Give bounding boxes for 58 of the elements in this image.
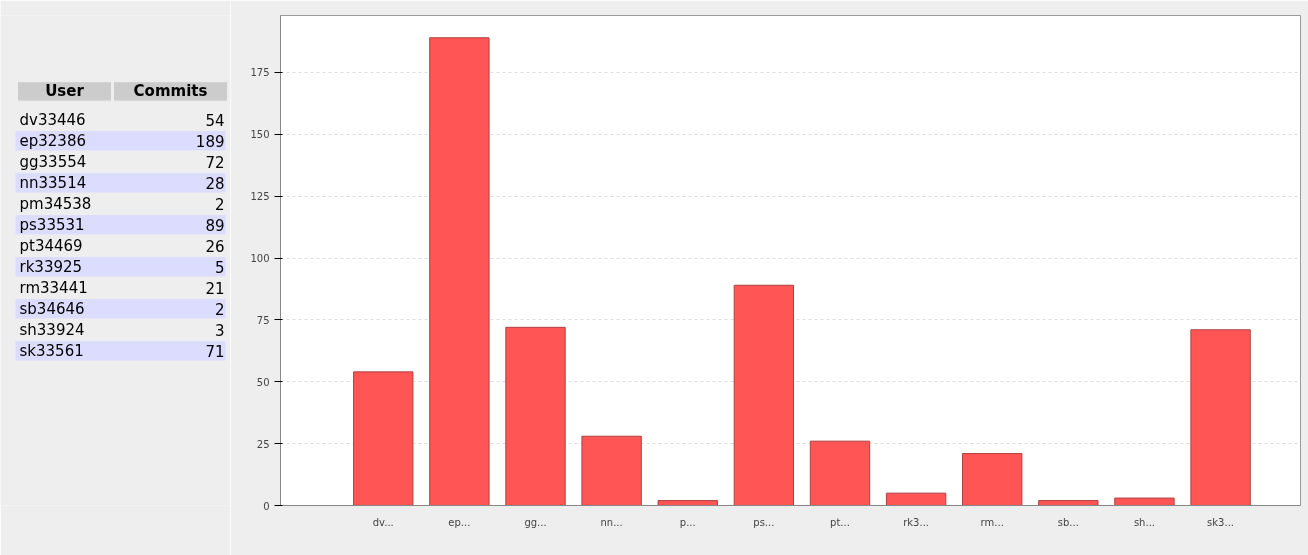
text: sk33561 [19,341,84,360]
text: ep32386 [19,131,86,150]
text: pt34469 [19,236,83,255]
text: nn33514 [19,173,87,192]
bar [429,37,490,506]
text: Commits [133,82,208,101]
x-tick-label: gg... [524,516,547,528]
bar [733,284,795,506]
x-tick-label: dv... [372,516,394,528]
text: rk33925 [19,257,83,276]
y-tick-label: 150 [250,129,270,141]
y-tick-label: 25 [256,438,270,450]
text: 72 [205,153,225,172]
text: sb34646 [19,299,85,318]
text: ps33531 [19,215,85,234]
bar [1038,500,1099,506]
x-tick-label: ps... [753,516,775,528]
x-tick-label: nn... [600,516,623,528]
bar [581,435,642,506]
y-tick-label: 125 [250,191,270,203]
text: 89 [205,216,225,235]
text: User [45,82,85,101]
bar [809,440,871,506]
text: 71 [205,342,225,361]
bar [1114,497,1175,506]
x-tick-label: sb... [1057,516,1079,528]
text: 189 [195,132,225,151]
text: 3 [214,321,225,340]
text: rm33441 [19,278,88,297]
text: pm34538 [19,194,92,213]
x-tick-label: pt... [830,516,850,528]
text: sh33924 [19,320,85,339]
bar [885,492,947,506]
text: dv33446 [19,110,86,129]
text: 54 [205,111,225,130]
x-tick-label: rm... [980,516,1004,528]
text: 26 [205,237,225,256]
text: 21 [205,279,225,298]
bar [505,326,566,506]
y-tick-label: 0 [263,500,270,512]
x-tick-label: ep... [448,516,471,528]
y-tick-label: 50 [256,376,270,388]
x-tick-label: rk3... [903,516,930,528]
text: gg33554 [19,152,87,171]
text: 28 [205,174,225,193]
bar [657,500,718,506]
y-tick-label: 75 [256,314,270,326]
text: 2 [214,300,225,319]
x-tick-label: sh... [1133,516,1156,528]
y-tick-label: 100 [250,253,270,265]
text: 2 [214,195,225,214]
y-tick-label: 175 [250,67,270,79]
bar [1190,329,1251,506]
x-tick-label: p... [679,516,696,528]
bar [962,453,1023,506]
x-tick-label: sk3... [1207,516,1235,528]
bar [353,371,414,506]
text: 5 [214,258,225,277]
